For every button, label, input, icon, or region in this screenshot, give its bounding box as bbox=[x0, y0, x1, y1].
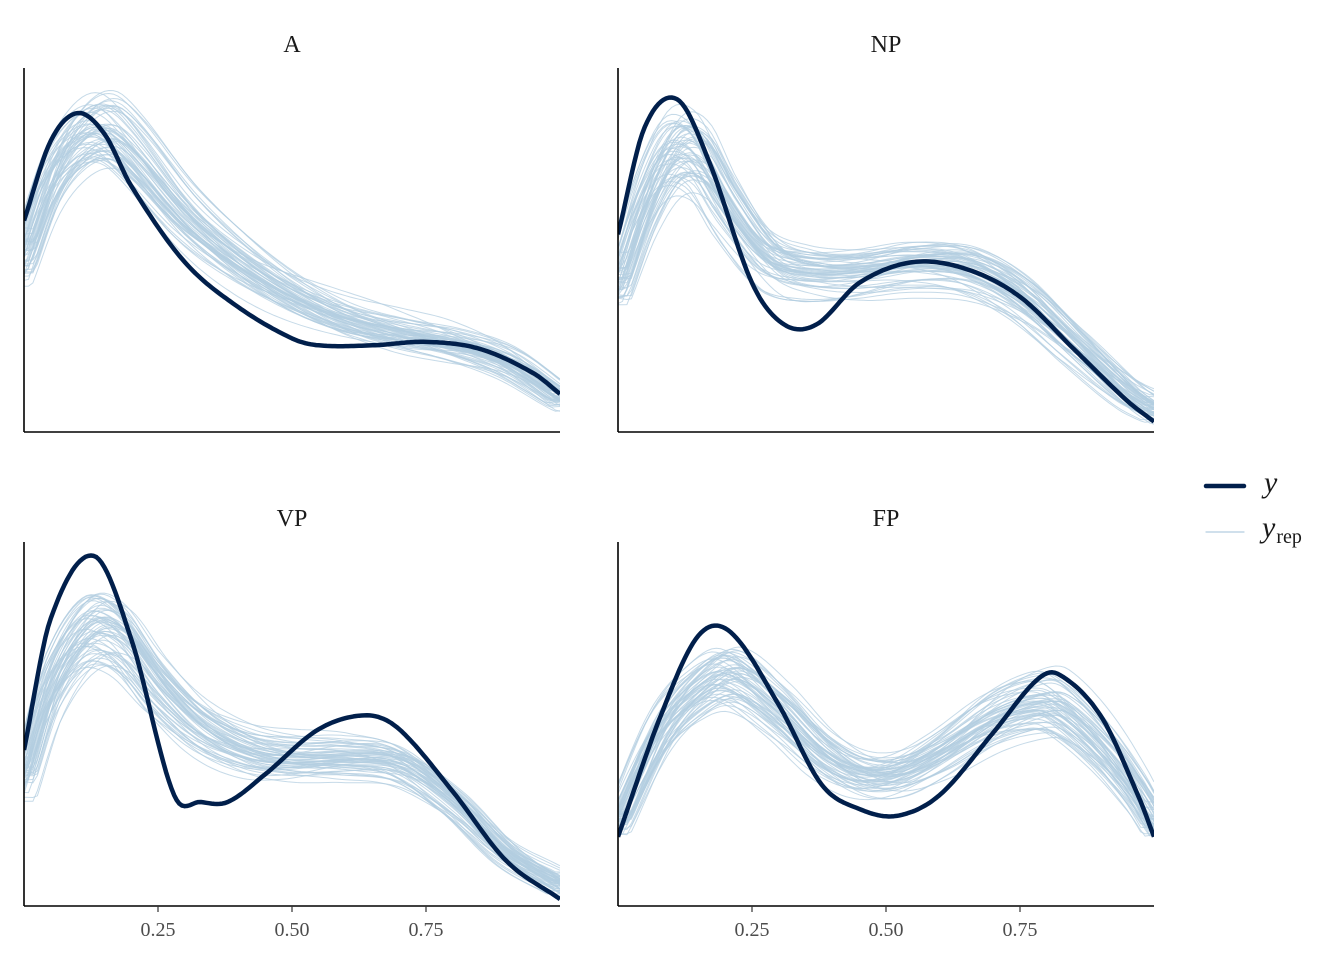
legend: y yrep bbox=[1203, 466, 1302, 548]
yrep-curve bbox=[24, 92, 560, 380]
yrep-curve bbox=[618, 663, 1154, 803]
yrep-curve bbox=[24, 138, 560, 389]
yrep-curve bbox=[24, 105, 560, 380]
yrep-curve bbox=[24, 138, 560, 400]
yrep-curve bbox=[24, 158, 560, 401]
y-observed-curve bbox=[24, 553, 560, 901]
density-curves bbox=[618, 95, 1154, 425]
yrep-curve bbox=[618, 125, 1154, 406]
panel-grid: A NP VP 0.25 0.50 0.75 FP 0.25 0.50 0.75 bbox=[23, 32, 1154, 941]
x-tick-label: 0.25 bbox=[735, 919, 770, 941]
yrep-curve bbox=[618, 647, 1154, 820]
yrep-curve bbox=[24, 663, 560, 894]
yrep-curve bbox=[24, 596, 560, 884]
yrep-curve bbox=[24, 600, 560, 883]
yrep-curve bbox=[618, 117, 1154, 406]
legend-label-y: y bbox=[1261, 466, 1278, 499]
yrep-curve bbox=[24, 123, 560, 402]
x-tick-label: 0.50 bbox=[275, 919, 310, 941]
yrep-curve bbox=[618, 676, 1154, 835]
x-tick-label: 0.25 bbox=[141, 919, 176, 941]
yrep-curve bbox=[24, 141, 560, 403]
yrep-curve bbox=[24, 638, 560, 892]
yrep-curve bbox=[24, 123, 560, 402]
yrep-curve bbox=[618, 174, 1154, 414]
yrep-curve bbox=[618, 698, 1154, 836]
yrep-curve bbox=[618, 710, 1154, 834]
yrep-curve bbox=[618, 648, 1154, 815]
yrep-curve bbox=[24, 614, 560, 882]
panel-title: VP bbox=[277, 506, 308, 532]
yrep-curve bbox=[24, 653, 560, 891]
yrep-curve bbox=[618, 678, 1154, 810]
yrep-curve bbox=[618, 192, 1154, 390]
yrep-curve bbox=[24, 639, 560, 893]
yrep-curve bbox=[618, 682, 1154, 827]
yrep-curve bbox=[618, 655, 1154, 828]
yrep-curve bbox=[618, 690, 1154, 837]
yrep-curve bbox=[24, 129, 560, 391]
yrep-curve bbox=[618, 683, 1154, 818]
yrep-curve bbox=[24, 157, 560, 387]
yrep-curve bbox=[24, 123, 560, 381]
yrep-curve bbox=[618, 664, 1154, 813]
y-observed-curve bbox=[618, 623, 1154, 838]
yrep-curve bbox=[24, 161, 560, 412]
legend-label-yrep-sub: rep bbox=[1276, 526, 1302, 548]
yrep-curve bbox=[24, 642, 560, 895]
yrep-curve bbox=[618, 153, 1154, 409]
yrep-curve bbox=[618, 159, 1154, 396]
yrep-curve bbox=[24, 103, 560, 388]
yrep-curve bbox=[618, 143, 1154, 414]
density-curves bbox=[618, 623, 1154, 838]
yrep-curve bbox=[618, 660, 1154, 820]
yrep-curve bbox=[24, 645, 560, 887]
yrep-curve bbox=[24, 666, 560, 887]
yrep-curve bbox=[24, 149, 560, 395]
panel-a: A bbox=[23, 32, 560, 433]
yrep-curve bbox=[618, 687, 1154, 836]
yrep-curve bbox=[618, 683, 1154, 820]
y-observed-curve bbox=[24, 110, 560, 396]
yrep-curve bbox=[24, 100, 560, 385]
panel-fp: FP 0.25 0.50 0.75 bbox=[617, 506, 1154, 941]
legend-label-yrep: yrep bbox=[1259, 511, 1302, 548]
yrep-curve bbox=[618, 103, 1154, 421]
panel-vp: VP 0.25 0.50 0.75 bbox=[23, 506, 560, 941]
legend-label-yrep-base: y bbox=[1259, 511, 1276, 544]
yrep-curve bbox=[618, 136, 1154, 408]
yrep-curve bbox=[618, 176, 1154, 419]
yrep-curve bbox=[618, 180, 1154, 412]
yrep-curve bbox=[618, 166, 1154, 411]
density-curves bbox=[24, 553, 560, 901]
x-tick-label: 0.75 bbox=[409, 919, 444, 941]
yrep-curve bbox=[618, 651, 1154, 821]
panel-title: NP bbox=[871, 32, 902, 58]
yrep-curve bbox=[24, 132, 560, 398]
yrep-curve bbox=[24, 609, 560, 880]
yrep-curve bbox=[618, 173, 1154, 415]
y-observed-curve bbox=[618, 95, 1154, 424]
yrep-curve bbox=[618, 185, 1154, 416]
x-tick-label: 0.50 bbox=[869, 919, 904, 941]
yrep-curve bbox=[618, 684, 1154, 835]
yrep-curve bbox=[618, 120, 1154, 413]
yrep-curve bbox=[24, 620, 560, 878]
x-tick-label: 0.75 bbox=[1003, 919, 1038, 941]
panel-title: FP bbox=[873, 506, 900, 532]
yrep-curve bbox=[24, 660, 560, 897]
yrep-curve bbox=[618, 701, 1154, 826]
panel-title: A bbox=[283, 32, 301, 58]
yrep-curve bbox=[24, 109, 560, 397]
yrep-curve bbox=[24, 645, 560, 892]
panel-np: NP bbox=[617, 32, 1154, 433]
yrep-curve bbox=[24, 653, 560, 880]
density-curves bbox=[24, 89, 560, 412]
